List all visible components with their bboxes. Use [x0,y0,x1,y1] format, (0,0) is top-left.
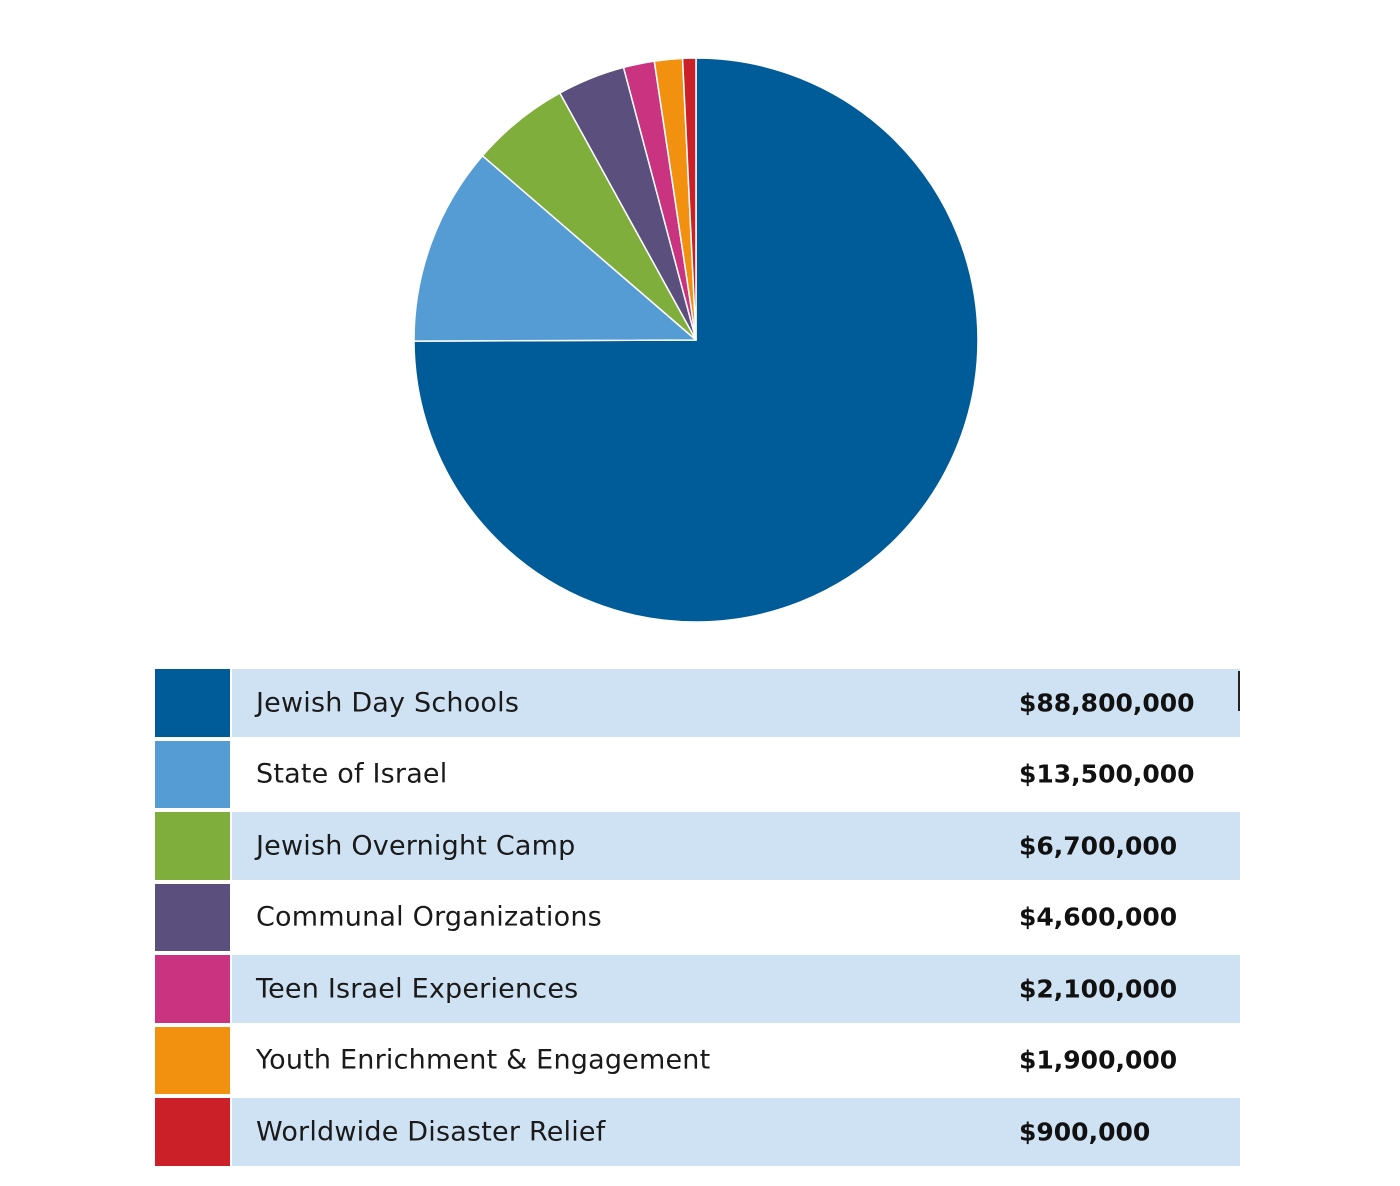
legend-label: Teen Israel Experiences [256,973,579,1005]
legend-row-communal-organizations: Communal Organizations $4,600,000 [155,883,1240,951]
legend-row-body: State of Israel $13,500,000 [232,740,1240,808]
legend-swatch [155,669,230,737]
legend-swatch [155,883,230,951]
legend-row-body: Youth Enrichment & Engagement $1,900,000 [232,1026,1240,1094]
pie-slice-jewish-day-schools [413,57,979,623]
pie-chart-svg [413,57,979,623]
legend-value: $4,600,000 [1019,902,1178,932]
legend-value: $900,000 [1019,1117,1151,1147]
legend-label: Jewish Day Schools [256,687,520,719]
legend-swatch [155,740,230,808]
pie-chart [413,57,979,623]
legend-row-jewish-day-schools: Jewish Day Schools $88,800,000 [155,669,1240,737]
legend-value: $13,500,000 [1019,759,1195,789]
legend-row-teen-israel-experiences: Teen Israel Experiences $2,100,000 [155,955,1240,1023]
legend-label: Youth Enrichment & Engagement [256,1044,711,1076]
legend-swatch [155,1026,230,1094]
legend-label: Worldwide Disaster Relief [256,1116,606,1148]
legend-row-body: Worldwide Disaster Relief $900,000 [232,1098,1240,1166]
legend-label: Communal Organizations [256,901,602,933]
legend-row-body: Jewish Overnight Camp $6,700,000 [232,812,1240,880]
legend-label: Jewish Overnight Camp [256,830,576,862]
legend-label: State of Israel [256,758,448,790]
legend-value: $6,700,000 [1019,831,1178,861]
legend-swatch [155,1098,230,1166]
legend-swatch [155,812,230,880]
legend-row-body: Teen Israel Experiences $2,100,000 [232,955,1240,1023]
legend-row-body: Communal Organizations $4,600,000 [232,883,1240,951]
legend-value: $1,900,000 [1019,1045,1178,1075]
legend-row-body: Jewish Day Schools $88,800,000 [232,669,1240,737]
pie-slice-state-of-israel [413,155,697,342]
legend-row-jewish-overnight-camp: Jewish Overnight Camp $6,700,000 [155,812,1240,880]
legend-row-state-of-israel: State of Israel $13,500,000 [155,740,1240,808]
legend-row-worldwide-disaster-relief: Worldwide Disaster Relief $900,000 [155,1098,1240,1166]
legend-swatch [155,955,230,1023]
legend-table: Jewish Day Schools $88,800,000 State of Is… [155,669,1240,1166]
text-cursor [1238,671,1240,711]
pie-slice-worldwide-disaster-relief [681,57,697,341]
legend-row-youth-enrichment-and-engagement: Youth Enrichment & Engagement $1,900,000 [155,1026,1240,1094]
legend-value: $88,800,000 [1019,688,1195,718]
legend-value: $2,100,000 [1019,974,1178,1004]
